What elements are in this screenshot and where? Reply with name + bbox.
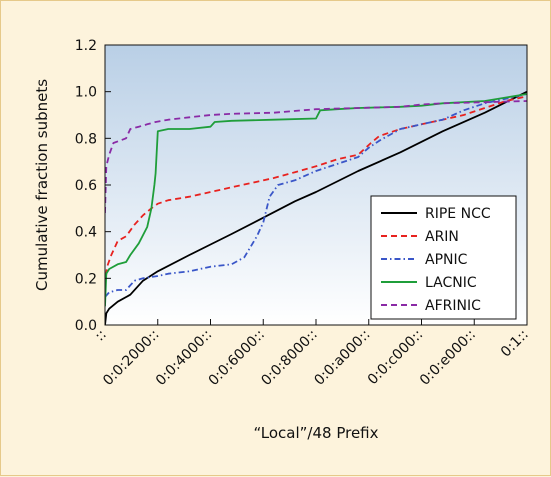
- legend-label: RIPE NCC: [425, 206, 491, 222]
- y-tick-label: 1.0: [75, 85, 97, 101]
- series-line-arin: [105, 95, 527, 286]
- y-tick-label: 1.2: [75, 38, 97, 54]
- legend-label: ARIN: [425, 229, 459, 245]
- y-tick-label: 0.2: [75, 271, 97, 287]
- y-tick-label: 0.8: [75, 131, 97, 147]
- x-tick-label: 0:0:e000::: [417, 327, 479, 389]
- x-tick-label: 0:1::: [498, 327, 532, 361]
- y-tick-label: 0.0: [75, 318, 97, 334]
- series-layer: [105, 90, 527, 325]
- y-tick-label: 0.6: [75, 178, 97, 194]
- x-axis: ::0:0:2000::0:0:4000::0:0:6000::0:0:8000…: [92, 319, 532, 389]
- x-tick-label: 0:0:a000::: [311, 327, 373, 389]
- legend: RIPE NCC ARIN APNIC LACNIC AFRINIC: [370, 195, 517, 320]
- y-axis-title: Cumulative fraction subnets: [33, 79, 51, 291]
- legend-label: LACNIC: [425, 275, 477, 291]
- series-line-apnic: [105, 93, 527, 298]
- legend-box: [370, 195, 517, 320]
- y-tick-label: 0.4: [75, 225, 97, 241]
- x-tick-label: 0:0:2000::: [100, 327, 162, 389]
- y-axis: 0.0 0.2 0.4 0.6 0.8 1.0 1.2: [75, 38, 111, 334]
- legend-label: APNIC: [425, 252, 468, 268]
- series-line-afrinic: [105, 100, 527, 214]
- series-line-ripe-ncc: [105, 90, 527, 325]
- legend-label: AFRINIC: [425, 298, 481, 314]
- x-tick-label: 0:0:4000::: [153, 327, 215, 389]
- x-tick-label: 0:0:8000::: [258, 327, 320, 389]
- x-tick-label: 0:0:6000::: [206, 327, 268, 389]
- x-axis-title: “Local”/48 Prefix: [253, 424, 378, 442]
- x-tick-label: ::: [92, 327, 110, 345]
